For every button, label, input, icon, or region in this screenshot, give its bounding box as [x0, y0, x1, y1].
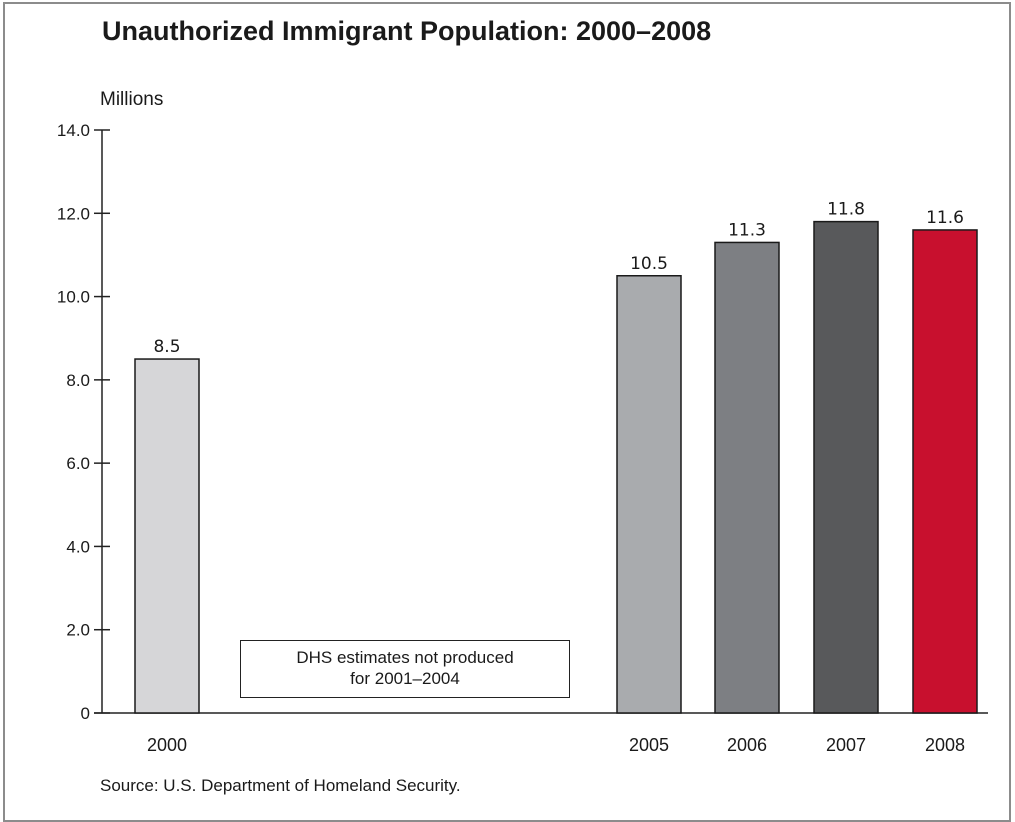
bar-2000 [134, 358, 200, 714]
x-tick-label-2006: 2006 [727, 735, 767, 755]
annotation-line-1: DHS estimates not produced [296, 648, 514, 667]
source-note: Source: U.S. Department of Homeland Secu… [100, 776, 461, 795]
value-label-2000: 8.5 [153, 337, 180, 357]
value-label-2005: 10.5 [630, 254, 668, 274]
y-tick-label: 12.0 [57, 204, 90, 223]
x-tick-label-2005: 2005 [629, 735, 669, 755]
x-tick-label-2000: 2000 [147, 735, 187, 755]
y-tick-label: 2.0 [66, 621, 90, 640]
y-axis-unit-label: Millions [100, 89, 164, 110]
value-label-2008: 11.6 [926, 208, 964, 228]
y-tick-label: 8.0 [66, 371, 90, 390]
value-label-2006: 11.3 [728, 220, 766, 240]
y-tick-label: 0 [81, 704, 90, 723]
y-tick-label: 10.0 [57, 288, 90, 307]
x-tick-label-2007: 2007 [826, 735, 866, 755]
bar-2007 [813, 220, 879, 714]
annotation-box: DHS estimates not produced for 2001–2004 [240, 640, 570, 698]
chart-title: Unauthorized Immigrant Population: 2000–… [102, 16, 712, 46]
bar-2005 [616, 275, 682, 714]
annotation-line-2: for 2001–2004 [350, 669, 460, 688]
bar-2008 [912, 229, 978, 714]
y-tick-label: 6.0 [66, 454, 90, 473]
value-label-2007: 11.8 [827, 200, 865, 220]
bar-2006 [714, 241, 780, 714]
y-tick-label: 4.0 [66, 537, 90, 556]
x-tick-label-2008: 2008 [925, 735, 965, 755]
y-tick-label: 14.0 [57, 121, 90, 140]
